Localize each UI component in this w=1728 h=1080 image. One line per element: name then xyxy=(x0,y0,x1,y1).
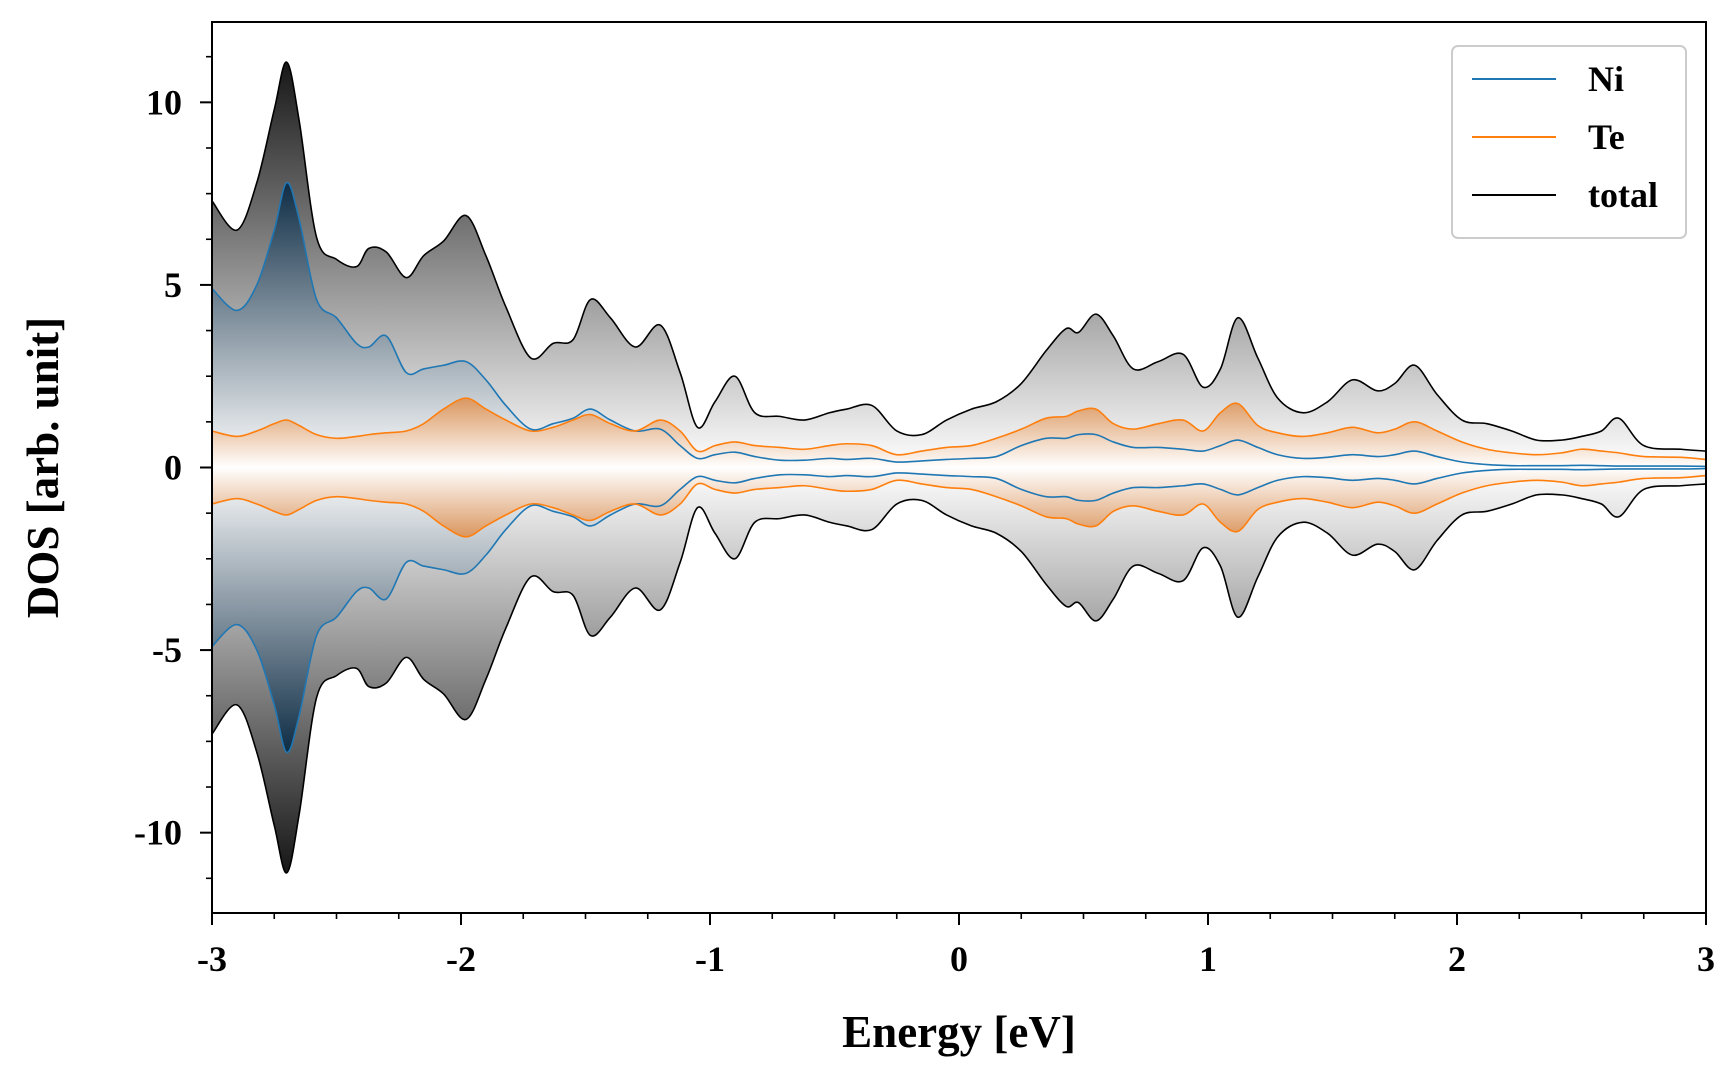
line-te-lower xyxy=(211,474,1707,538)
x-tick-label: -3 xyxy=(197,939,227,979)
fill-areas xyxy=(212,62,1706,873)
line-total-lower xyxy=(211,483,1707,874)
y-tick-label: 0 xyxy=(164,448,182,488)
x-tick-label: 2 xyxy=(1448,939,1466,979)
x-tick-label: 0 xyxy=(950,939,968,979)
legend: Ni Te total xyxy=(1451,45,1687,239)
x-axis-ticks: -3 -2 -1 0 1 2 3 xyxy=(197,913,1715,979)
y-axis-label: DOS [arb. unit] xyxy=(18,317,68,618)
y-tick-label: 10 xyxy=(146,82,182,122)
line-ni-lower xyxy=(211,467,1707,754)
legend-label-ni: Ni xyxy=(1588,59,1624,99)
y-axis-ticks: -10 -5 0 5 10 xyxy=(134,55,212,880)
legend-box xyxy=(1451,45,1687,239)
y-tick-label: 5 xyxy=(164,265,182,305)
line-total-upper xyxy=(211,61,1707,452)
x-tick-label: 3 xyxy=(1697,939,1715,979)
series-lines xyxy=(211,61,1707,874)
x-tick-label: -1 xyxy=(695,939,725,979)
line-te-upper xyxy=(211,397,1707,461)
x-axis-label: Energy [eV] xyxy=(842,1007,1076,1057)
fill-te xyxy=(212,398,1706,537)
x-tick-label: 1 xyxy=(1199,939,1217,979)
y-tick-label: -5 xyxy=(152,630,182,670)
legend-label-total: total xyxy=(1588,175,1658,215)
legend-label-te: Te xyxy=(1588,117,1625,157)
y-tick-label: -10 xyxy=(134,813,182,853)
line-ni-upper xyxy=(211,181,1707,468)
x-tick-label: -2 xyxy=(446,939,476,979)
